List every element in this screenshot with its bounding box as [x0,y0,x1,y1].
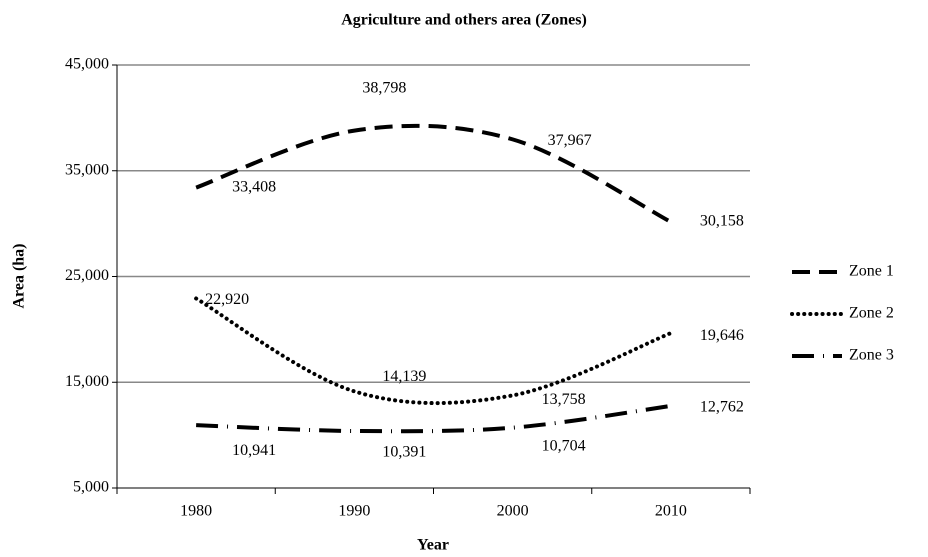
y-tick-label: 45,000 [65,56,109,73]
data-label: 19,646 [700,327,744,344]
chart-title: Agriculture and others area (Zones) [341,12,587,29]
legend-label: Zone 1 [849,263,894,280]
y-axis-title: Area (ha) [11,243,28,308]
data-label: 33,408 [232,178,276,195]
data-label: 13,758 [542,391,586,408]
x-axis-title: Year [417,537,449,554]
y-tick-label: 35,000 [65,161,109,178]
data-label: 10,704 [542,437,586,454]
legend-label: Zone 2 [849,305,894,322]
data-label: 30,158 [700,213,744,230]
y-tick-label: 15,000 [65,373,109,390]
y-tick-label: 25,000 [65,267,109,284]
x-tick-label: 1990 [338,503,370,520]
data-label: 37,967 [548,132,592,149]
series-line [195,123,672,224]
data-label: 10,941 [232,442,276,459]
data-label: 12,762 [700,399,744,416]
data-label: 38,798 [362,79,406,96]
data-label: 14,139 [382,368,426,385]
series-line [194,296,673,406]
legend-label: Zone 3 [849,347,894,364]
y-tick-label: 5,000 [73,479,109,496]
x-tick-label: 2000 [497,503,529,520]
data-label: 22,920 [205,291,249,308]
x-tick-label: 1980 [180,503,212,520]
series-line [196,403,672,434]
x-tick-label: 2010 [655,503,687,520]
data-label: 10,391 [382,444,426,461]
